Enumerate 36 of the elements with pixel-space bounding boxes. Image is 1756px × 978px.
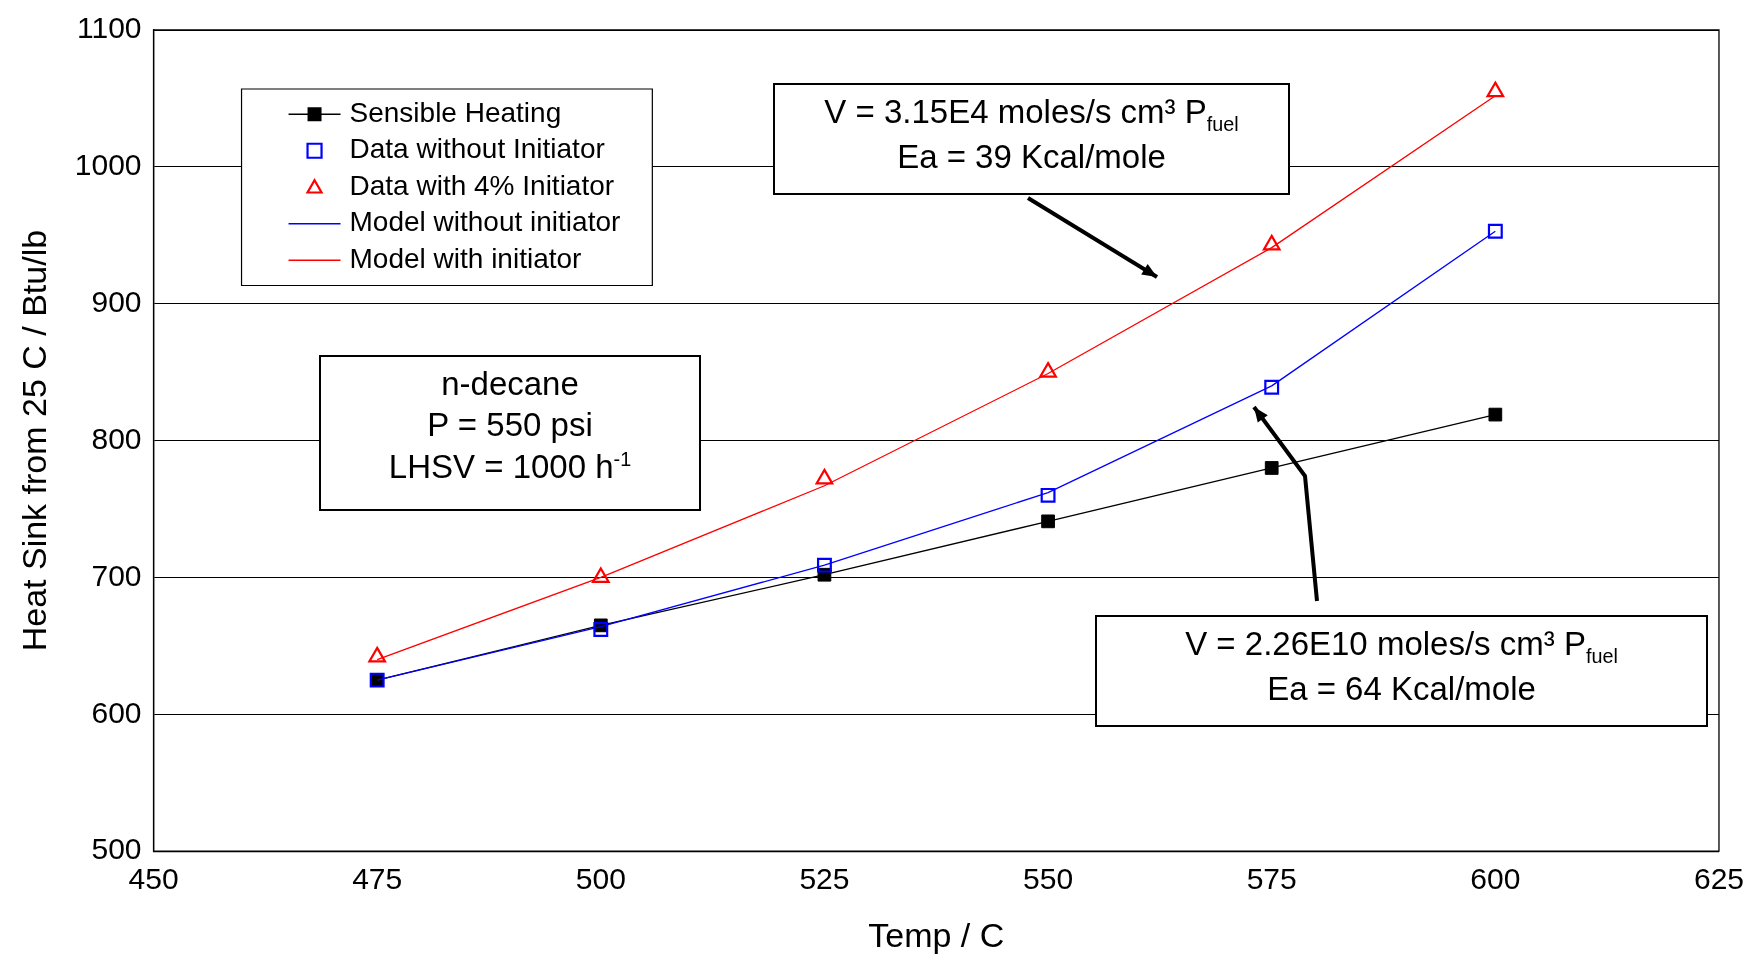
x-tick-label: 575 bbox=[1246, 862, 1297, 896]
y-tick-label: 1100 bbox=[77, 11, 142, 45]
point bbox=[1040, 487, 1056, 503]
x-tick-label: 500 bbox=[575, 862, 626, 896]
legend-label: Data with 4% Initiator bbox=[349, 169, 615, 201]
note-box: V = 2.26E10 moles/s cm³ P$_{fuel}$ Ea = 64 Kcal/mole bbox=[1095, 615, 1708, 727]
legend-label: Model with initiator bbox=[349, 242, 582, 274]
point bbox=[1264, 379, 1280, 395]
point bbox=[815, 468, 834, 485]
x-tick-label: 600 bbox=[1470, 862, 1521, 896]
x-tick-label: 550 bbox=[1023, 862, 1074, 896]
point bbox=[1487, 223, 1503, 239]
point bbox=[1041, 514, 1055, 529]
point bbox=[1262, 234, 1281, 251]
point bbox=[593, 622, 609, 637]
point bbox=[1264, 461, 1279, 475]
x-tick-label: 525 bbox=[799, 862, 850, 896]
y-tick-label: 700 bbox=[91, 558, 142, 592]
legend-label: Sensible Heating bbox=[349, 96, 562, 128]
legend-label: Data without Initiator bbox=[349, 133, 605, 165]
x-tick-label: 475 bbox=[352, 862, 403, 896]
y-tick-label: 1000 bbox=[74, 148, 142, 182]
point bbox=[591, 567, 610, 584]
y-tick-label: 900 bbox=[91, 285, 142, 318]
legend-label: Model without initiator bbox=[349, 206, 621, 238]
note-box: V = 3.15E4 moles/s cm³ P$_{fuel}$ Ea = 39 Kcal/mole bbox=[773, 83, 1290, 195]
point bbox=[1039, 362, 1057, 378]
x-axis-title: Temp / C bbox=[868, 915, 1005, 954]
x-tick-label: 625 bbox=[1693, 862, 1744, 896]
point bbox=[816, 557, 832, 573]
y-tick-label: 800 bbox=[91, 421, 142, 455]
note-box: n-decane P = 550 psi LHSV = 1000 h$^{-1}$ bbox=[319, 355, 701, 511]
y-axis-title: Heat Sink from 25 C / Btu/lb bbox=[14, 229, 53, 652]
point bbox=[1486, 81, 1505, 98]
y-tick-label: 600 bbox=[91, 695, 142, 729]
point bbox=[1488, 407, 1503, 422]
